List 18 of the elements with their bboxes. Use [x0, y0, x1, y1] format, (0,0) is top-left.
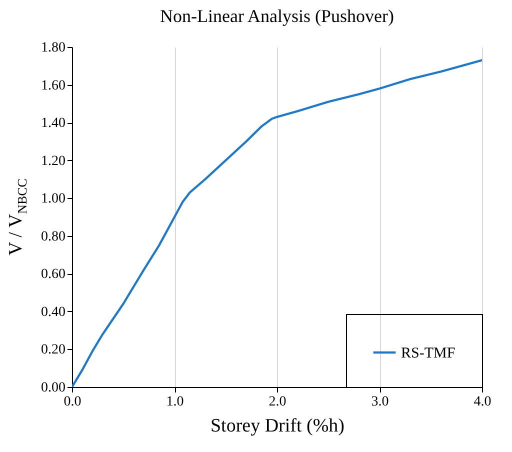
y-tick-label: 1.80	[41, 40, 66, 56]
y-tick-label: 0.20	[41, 342, 66, 358]
y-tick-label: 0.00	[41, 380, 66, 396]
y-tick-label: 0.80	[41, 229, 66, 244]
y-tick-label: 1.20	[41, 154, 66, 169]
x-axis-title: Storey Drift (%h)	[210, 416, 345, 436]
y-tick-label: 1.60	[41, 78, 66, 94]
x-tick-label: 3.0	[371, 394, 389, 410]
chart-title: Non-Linear Analysis (Pushover)	[160, 6, 394, 26]
legend-label: RS-TMF	[401, 346, 456, 362]
y-tick-label: 1.00	[41, 192, 66, 207]
y-tick-label: 1.40	[41, 116, 66, 132]
y-tick-label: 0.40	[41, 304, 66, 320]
x-tick-label: 1.0	[166, 394, 184, 410]
x-tick-label: 2.0	[268, 394, 286, 410]
x-tick-label: 0.0	[64, 394, 82, 410]
x-tick-label: 4.0	[474, 394, 492, 410]
y-tick-label: 0.60	[41, 267, 66, 282]
